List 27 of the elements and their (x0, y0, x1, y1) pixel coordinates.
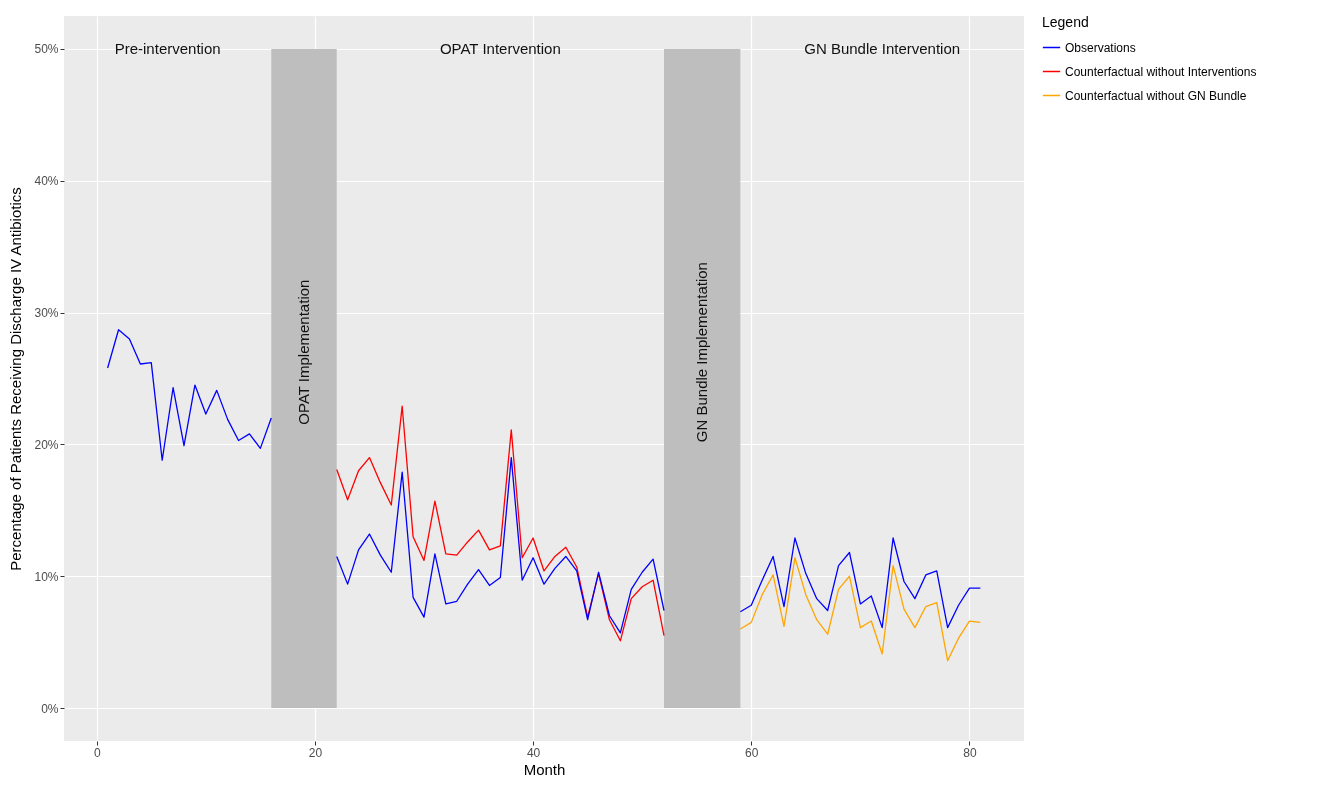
y-tick-label: 0% (41, 701, 59, 716)
line-series (739, 557, 982, 662)
annotation: GN Bundle Intervention (804, 39, 961, 57)
y-tick-label: 20% (34, 437, 59, 452)
annotation: Pre-intervention (114, 39, 221, 57)
y-tick-label: 50% (34, 42, 59, 57)
x-tick-label: 20 (308, 745, 323, 760)
annotation: OPAT Intervention (439, 39, 561, 57)
line-series (739, 537, 982, 629)
x-axis-title: Month (523, 760, 566, 778)
legend-label: Counterfactual without GN Bundle (1065, 88, 1247, 103)
y-tick-label: 40% (34, 174, 59, 189)
x-tick-label: 0 (93, 745, 101, 760)
y-tick-label: 10% (34, 569, 59, 584)
y-tick-label: 30% (34, 306, 59, 321)
line-series (336, 405, 665, 642)
line-series (106, 329, 272, 461)
legend-label: Counterfactual without Interventions (1065, 64, 1257, 79)
line-series (336, 456, 665, 634)
band-label: GN Bundle Implementation (693, 262, 711, 443)
y-axis-title: Percentage of Patients Receiving Discharge IV Antibiotics (7, 187, 25, 571)
legend-title: Legend (1042, 14, 1089, 30)
legend-label: Observations (1065, 40, 1136, 55)
x-tick-label: 60 (745, 745, 759, 760)
x-tick-label: 40 (526, 745, 541, 760)
x-tick-label: 80 (963, 745, 977, 760)
band-label: OPAT Implementation (295, 279, 312, 425)
